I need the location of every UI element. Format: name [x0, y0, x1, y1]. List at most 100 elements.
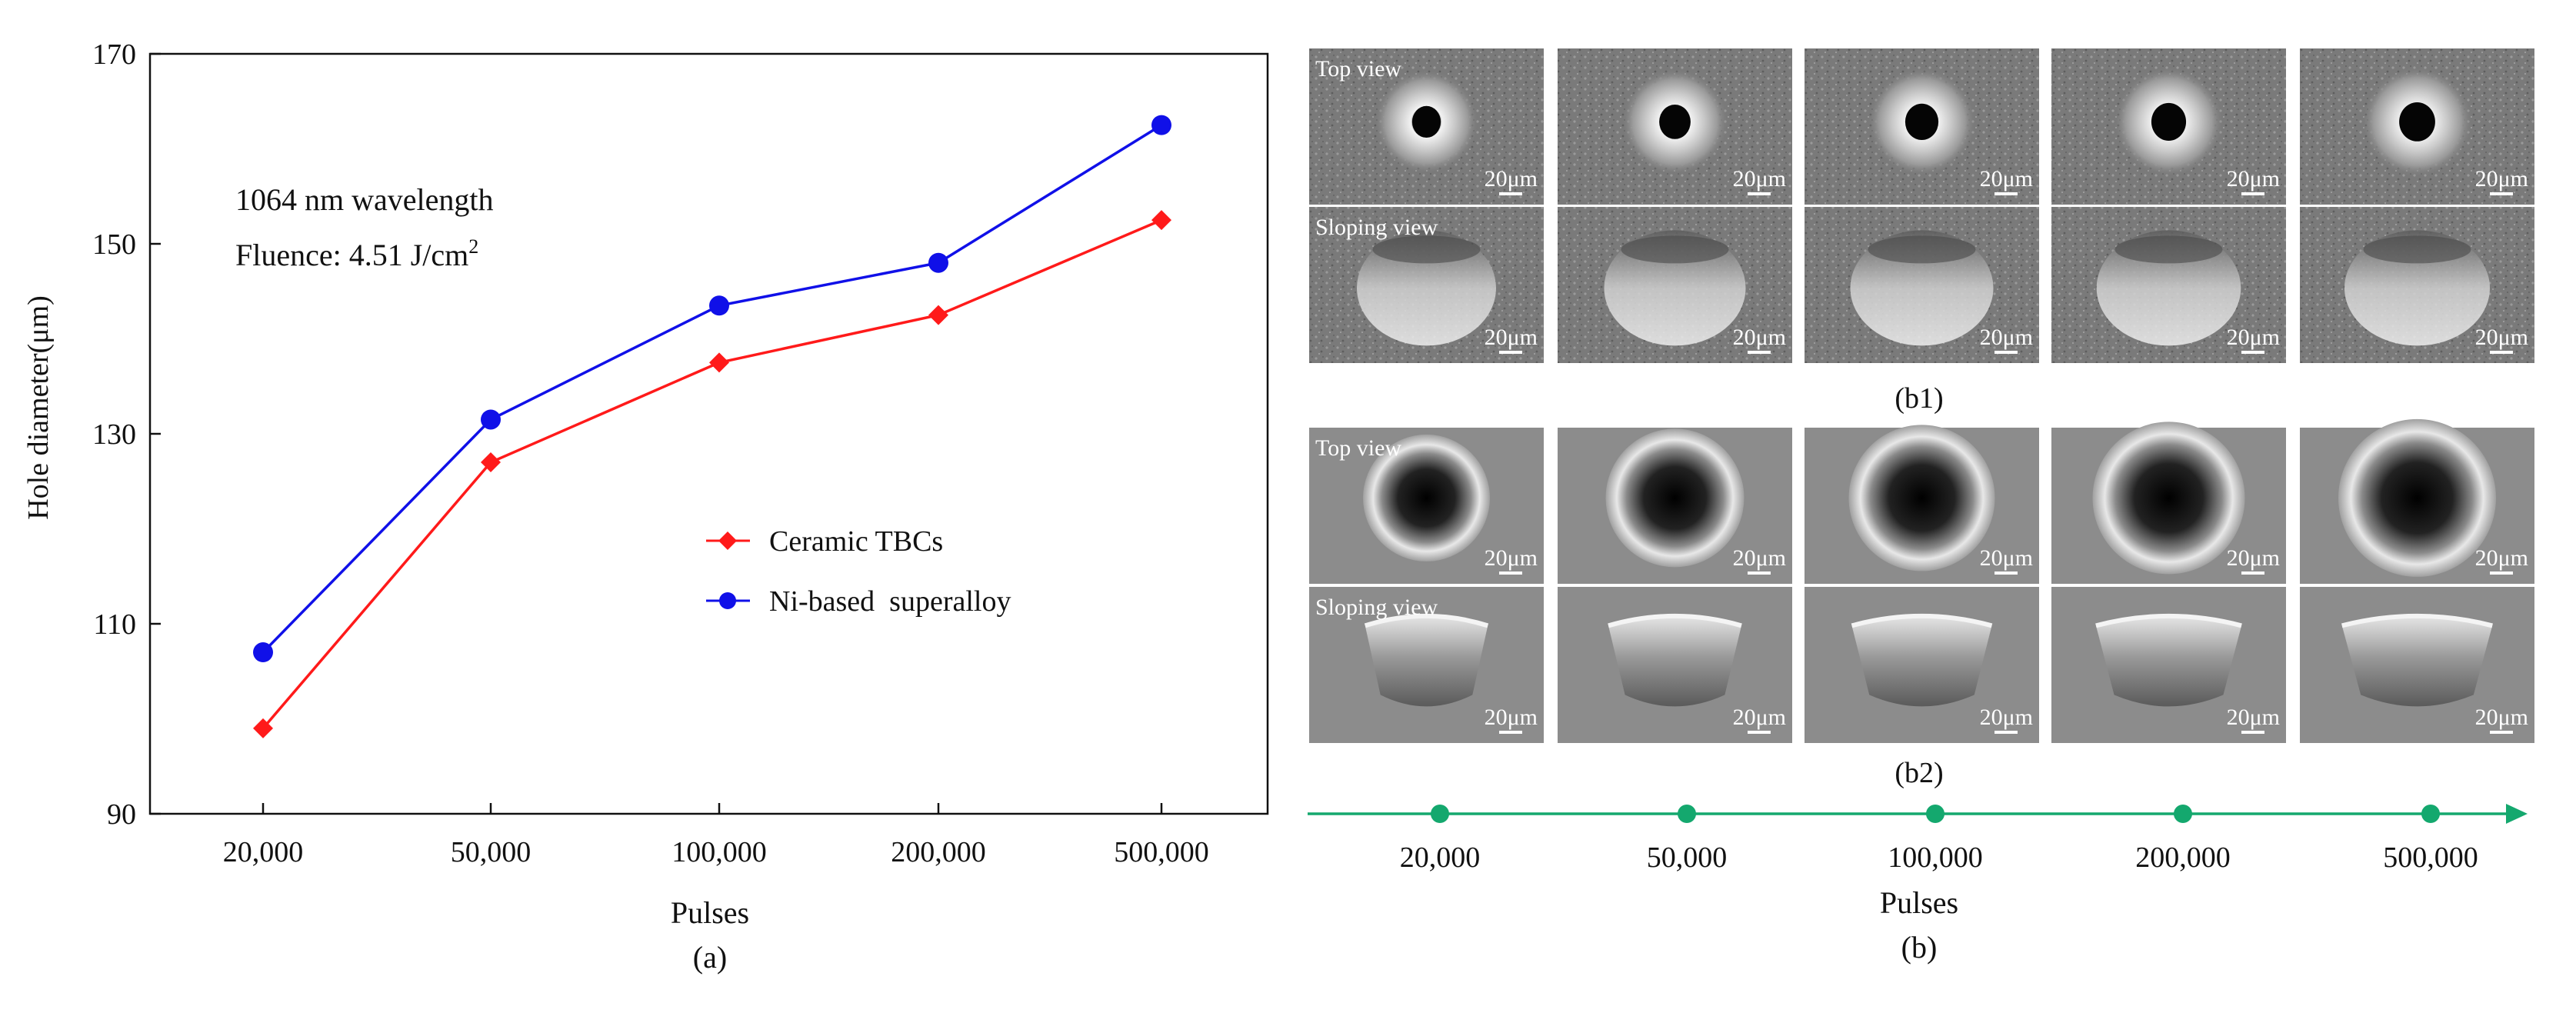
hole-rim — [2114, 235, 2223, 264]
sem-image-b2-slope: 20μm — [1805, 587, 2039, 743]
y-axis-label: Hole diameter(μm) — [22, 295, 55, 520]
y-tick-label: 110 — [93, 608, 136, 641]
hole-wall — [1608, 615, 1741, 707]
timeline-label: 20,000 — [1400, 841, 1481, 874]
legend-label-ceramic: Ceramic TBCs — [769, 525, 943, 558]
hole-rim — [1608, 613, 1742, 628]
sem-image-b1-slope: 20μm — [1558, 207, 1792, 363]
timeline-arrowhead — [2506, 804, 2528, 824]
scale-bar — [1748, 571, 1771, 575]
sem-image-b2-slope: 20μm — [2300, 587, 2534, 743]
scale-bar-label: 20μm — [1485, 545, 1538, 571]
scale-bar — [1499, 192, 1522, 195]
scale-bar-label: 20μm — [1485, 705, 1538, 730]
legend: Ceramic TBCs Ni-based superalloy — [706, 525, 1011, 618]
scale-bar-label: 20μm — [2475, 705, 2528, 730]
caption-b2: (b2) — [1895, 757, 1943, 789]
hole-wall — [1365, 615, 1488, 707]
scale-bar-label: 20μm — [2475, 166, 2528, 192]
scale-bar — [1994, 192, 2018, 195]
scale-bar — [1994, 351, 2018, 354]
timeline-dots — [1431, 805, 2440, 823]
sem-image-b1-slope: 20μm — [1805, 207, 2039, 363]
panel-a-caption: (a) — [693, 940, 727, 975]
timeline-dot — [2421, 805, 2440, 823]
x-tick-label: 50,000 — [451, 836, 532, 868]
scale-bar-label: 20μm — [1980, 325, 2033, 350]
x-tick-label: 500,000 — [1114, 836, 1209, 868]
data-point-ceramic — [253, 718, 273, 738]
timeline-dot — [1431, 805, 1449, 823]
legend-label-superalloy: Ni-based superalloy — [769, 585, 1011, 618]
hole-opening — [2399, 102, 2435, 142]
sem-image-grid: 20μm Top view 20μm 20μm 20μm 20μm 20μm Sloping … — [1309, 48, 2534, 743]
y-tick-label: 170 — [92, 38, 136, 71]
data-point-ceramic — [709, 352, 729, 373]
scale-bar-label: 20μm — [2475, 545, 2528, 571]
hole-rim — [1621, 235, 1729, 264]
row-label-top: Top view — [1315, 435, 1401, 461]
scale-bar-label: 20μm — [2475, 325, 2528, 350]
y-tick-label: 150 — [92, 228, 136, 261]
pulse-timeline: 20,000 50,000 100,000 200,000 500,000 — [1308, 804, 2528, 874]
hole-wall — [1851, 615, 1992, 707]
data-point-superalloy — [481, 409, 501, 430]
scale-bar — [2490, 571, 2513, 575]
timeline-label: 100,000 — [1888, 841, 1983, 874]
sem-image-b2-slope: 20μm — [2051, 587, 2286, 743]
hole-opening — [1411, 105, 1441, 138]
hole-rim — [2095, 613, 2242, 628]
sem-image-b2-slope: 20μm Sloping view — [1309, 587, 1544, 743]
hole-opening — [2338, 418, 2496, 577]
row-label-slope: Sloping view — [1315, 215, 1438, 240]
scale-bar — [1994, 571, 2018, 575]
scale-bar — [1748, 192, 1771, 195]
sem-image-b1-top: 20μm — [1558, 48, 1792, 205]
sem-image-b1-slope: 20μm — [2051, 207, 2286, 363]
sem-image-b2-slope: 20μm — [1558, 587, 1792, 743]
hole-rim — [1868, 235, 1976, 264]
annotation-fluence: Fluence: 4.51 J/cm2 — [235, 235, 478, 272]
scale-bar-label: 20μm — [1733, 545, 1786, 571]
sem-image-b2-top: 20μm — [2051, 422, 2286, 584]
x-tick-label: 100,000 — [671, 836, 767, 868]
scale-bar-label: 20μm — [1980, 705, 2033, 730]
data-point-superalloy — [928, 252, 948, 273]
scale-bar — [1499, 351, 1522, 354]
scale-bar — [2241, 192, 2264, 195]
scale-bar — [2490, 731, 2513, 734]
data-point-superalloy — [709, 295, 729, 316]
x-axis-label: Pulses — [671, 895, 749, 930]
timeline-dot — [1678, 805, 1696, 823]
hole-wall — [2095, 615, 2242, 707]
y-tick-label: 130 — [92, 418, 136, 451]
sem-image-b1-top: 20μm Top view — [1309, 48, 1544, 205]
data-point-superalloy — [1151, 115, 1171, 135]
data-point-ceramic — [928, 305, 948, 325]
y-tick-label: 90 — [107, 798, 136, 831]
scale-bar — [1748, 351, 1771, 354]
data-point-superalloy — [253, 642, 273, 663]
annotation-fluence-text: Fluence: 4.51 J/cm — [235, 238, 468, 272]
scale-bar-label: 20μm — [1980, 166, 2033, 192]
x-tick-label: 20,000 — [223, 836, 304, 868]
scale-bar — [1994, 731, 2018, 734]
timeline-dot — [1926, 805, 1944, 823]
timeline-label: 50,000 — [1647, 841, 1728, 874]
legend-marker-ceramic — [718, 531, 737, 550]
hole-rim — [1364, 613, 1489, 628]
x-axis: 20,000 50,000 100,000 200,000 500,000 — [223, 803, 1209, 868]
hole-wall — [2341, 615, 2493, 707]
scale-bar-label: 20μm — [1485, 166, 1538, 192]
scale-bar-label: 20μm — [2227, 705, 2280, 730]
plot-frame — [148, 52, 1269, 815]
sem-image-b2-top: 20μm — [1558, 428, 1792, 584]
hole-opening — [1848, 425, 1995, 571]
annotation-fluence-superscript: 2 — [468, 235, 478, 258]
scale-bar — [2241, 731, 2264, 734]
hole-opening — [2092, 422, 2245, 575]
caption-b1: (b1) — [1895, 382, 1943, 415]
sem-image-b1-slope: 20μm — [2300, 207, 2534, 363]
